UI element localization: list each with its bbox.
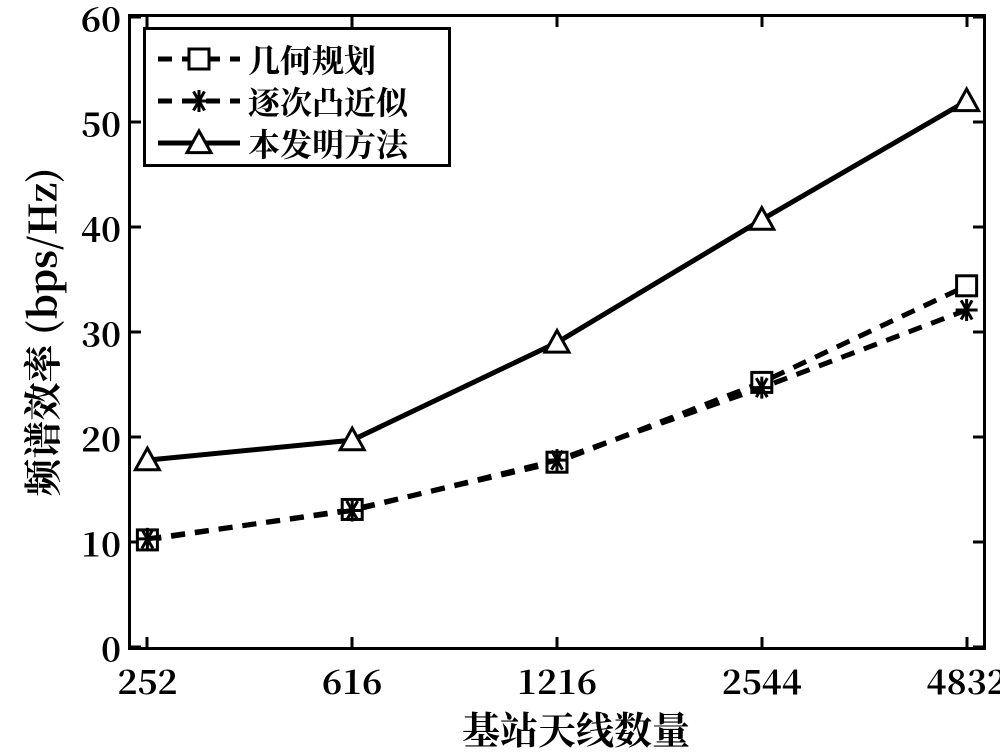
x-tick-label: 4832 <box>927 647 1000 704</box>
legend-label: 几何规划 <box>248 36 376 82</box>
x-tick-label: 252 <box>117 647 177 704</box>
legend-label: 逐次凸近似 <box>248 78 408 124</box>
y-tick-label: 50 <box>81 98 131 147</box>
legend-sample-icon <box>156 38 242 80</box>
y-tick-label: 20 <box>81 413 131 462</box>
legend-sample-icon <box>156 80 242 122</box>
y-axis-label: 频谱效率 (bps/Hz) <box>13 168 68 497</box>
x-axis-label: 基站天线数量 <box>462 700 690 755</box>
x-tick-label: 616 <box>322 647 382 704</box>
legend-label: 本发明方法 <box>248 120 408 166</box>
y-tick-label: 30 <box>81 308 131 357</box>
y-tick-label: 60 <box>81 0 131 42</box>
legend-item: 本发明方法 <box>156 122 408 164</box>
plot-area: 0102030405060252616121625444832几何规划逐次凸近似… <box>128 14 986 650</box>
x-tick-label: 1216 <box>517 647 597 704</box>
legend-item: 逐次凸近似 <box>156 80 408 122</box>
legend: 几何规划逐次凸近似本发明方法 <box>143 27 451 167</box>
legend-item: 几何规划 <box>156 38 376 80</box>
legend-sample-icon <box>156 122 242 164</box>
x-tick-label: 2544 <box>722 647 802 704</box>
y-tick-label: 10 <box>81 518 131 567</box>
y-tick-label: 40 <box>81 203 131 252</box>
